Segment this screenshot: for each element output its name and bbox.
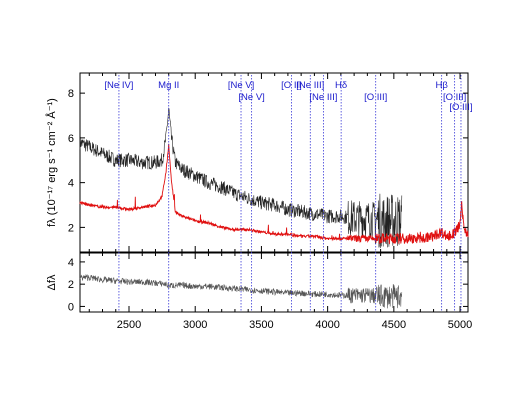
- emission-line-label: [Ne IV]: [104, 80, 133, 91]
- series-line: [79, 143, 469, 245]
- x-tick-label: 3000: [183, 319, 207, 331]
- emission-line-label: [Ne III]: [309, 92, 337, 103]
- emission-line-label: Mg II: [158, 80, 179, 91]
- y-tick-label: 2: [68, 222, 74, 234]
- emission-line-label: [O II]: [281, 80, 302, 91]
- emission-line-markers: [Ne IV] Mg II [Ne V][Ne V][O II][Ne III][N…: [104, 75, 473, 312]
- flux-panel: 2 4 6 8: [68, 72, 469, 253]
- x-tick-label: 4000: [315, 319, 339, 331]
- x-tick-label: 2500: [117, 319, 141, 331]
- plot-frame: [79, 252, 469, 313]
- x-tick-label: 5000: [448, 319, 472, 331]
- y-tick-label: 4: [68, 178, 74, 190]
- series-line: [79, 273, 403, 309]
- emission-line-label: [O III]: [364, 92, 387, 103]
- y-tick-label: 2: [68, 279, 74, 291]
- emission-line-label: [O III]: [449, 102, 472, 113]
- emission-line-label: [Ne III]: [296, 80, 324, 91]
- emission-line-label: [Ne V]: [238, 92, 264, 103]
- y-tick-label: 8: [68, 88, 74, 100]
- x-tick-label: 4500: [382, 319, 406, 331]
- y-tick-label: 4: [68, 257, 74, 269]
- emission-line-label: [O III]: [443, 92, 466, 103]
- emission-line-label: Hβ: [435, 80, 448, 91]
- emission-line-label: Hδ: [335, 80, 347, 91]
- residual-axis-label: Δfλ: [46, 274, 58, 290]
- x-tick-label: 3500: [249, 319, 273, 331]
- residual-panel: 0 2 4 2500 3000 3500 4000 4500 5000: [68, 252, 472, 331]
- emission-line-label: [Ne V]: [228, 80, 254, 91]
- plot-frame: [79, 72, 469, 253]
- y-tick-label: 6: [68, 133, 74, 145]
- flux-axis-label: fλ (10⁻¹⁷ erg s⁻¹ cm⁻² Å⁻¹): [45, 98, 58, 227]
- y-tick-label: 0: [68, 301, 74, 313]
